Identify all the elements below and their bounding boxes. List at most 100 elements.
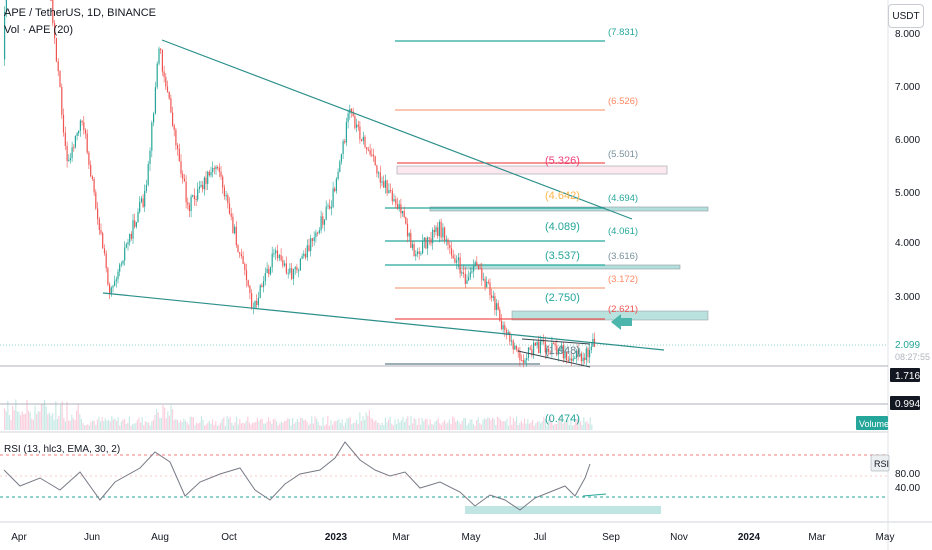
volume-bar bbox=[506, 418, 508, 430]
volume-bar bbox=[474, 425, 476, 430]
time-axis-label: Nov bbox=[670, 532, 688, 543]
candle-body bbox=[500, 320, 503, 330]
candle-body bbox=[549, 351, 551, 353]
volume-bar bbox=[402, 416, 404, 430]
candle-body bbox=[317, 232, 319, 234]
volume-bar bbox=[16, 411, 18, 430]
volume-bar bbox=[72, 418, 74, 430]
candle-body bbox=[306, 245, 308, 258]
volume-bar bbox=[122, 419, 124, 430]
volume-bar bbox=[514, 421, 516, 430]
candle-body bbox=[361, 139, 363, 141]
volume-bar bbox=[479, 423, 481, 430]
volume-bar bbox=[140, 422, 142, 430]
volume-bar bbox=[380, 425, 382, 430]
volume-bar bbox=[288, 419, 290, 430]
volume-bar bbox=[309, 423, 311, 430]
volume-bar bbox=[349, 417, 351, 430]
candle-body bbox=[582, 357, 584, 362]
candle-body bbox=[461, 272, 463, 274]
candle-body bbox=[215, 167, 217, 170]
volume-bar bbox=[546, 425, 548, 430]
candle-body bbox=[97, 208, 99, 220]
volume-bar bbox=[413, 418, 415, 430]
volume-bar bbox=[260, 419, 262, 430]
candle-body bbox=[562, 345, 564, 359]
volume-bar bbox=[159, 417, 161, 430]
candle-body bbox=[173, 125, 175, 130]
volume-bar bbox=[170, 405, 172, 430]
volume-bar bbox=[583, 417, 585, 430]
candle-body bbox=[197, 188, 199, 200]
volume-bar bbox=[543, 416, 545, 430]
rsi-badge bbox=[870, 454, 890, 472]
candle-body bbox=[449, 244, 451, 249]
volume-bar bbox=[357, 424, 359, 430]
volume-bar bbox=[108, 419, 110, 430]
volume-bar bbox=[133, 423, 135, 430]
candle-body bbox=[444, 227, 446, 241]
volume-bar bbox=[87, 424, 89, 430]
volume-bar bbox=[47, 414, 49, 430]
candle-body bbox=[504, 325, 506, 330]
candle-body bbox=[119, 264, 121, 272]
time-axis-label: 2024 bbox=[738, 532, 761, 543]
volume-bar bbox=[207, 422, 209, 430]
countdown-label: 08:27:55 bbox=[895, 352, 930, 362]
candle-body bbox=[325, 206, 327, 220]
candle-body bbox=[474, 262, 476, 266]
lower-trendline bbox=[102, 292, 665, 351]
wedge-lower-line bbox=[517, 350, 591, 368]
candle-body bbox=[242, 255, 244, 264]
candle-body bbox=[228, 203, 231, 214]
candle-body bbox=[359, 126, 361, 140]
volume-bar bbox=[100, 421, 102, 430]
volume-bar bbox=[264, 423, 266, 430]
candle-body bbox=[212, 168, 214, 173]
volume-bar bbox=[103, 421, 105, 430]
volume-bar bbox=[573, 424, 575, 430]
candle-body bbox=[69, 158, 71, 160]
volume-bar bbox=[370, 417, 372, 430]
volume-bar bbox=[524, 418, 526, 430]
volume-bar bbox=[202, 419, 204, 430]
candle-body bbox=[57, 61, 59, 72]
volume-bar bbox=[132, 424, 134, 430]
candle-body bbox=[372, 154, 375, 157]
volume-bar bbox=[512, 418, 514, 430]
candle-body bbox=[515, 345, 518, 350]
candle-body bbox=[284, 263, 286, 266]
candle-body bbox=[536, 341, 538, 346]
candle-body bbox=[322, 216, 324, 225]
volume-bar bbox=[104, 418, 106, 430]
volume-bar bbox=[580, 421, 582, 430]
candle-body bbox=[398, 204, 400, 209]
time-axis-label: Mar bbox=[392, 532, 410, 543]
volume-bar bbox=[239, 418, 241, 430]
volume-bar bbox=[135, 422, 137, 430]
volume-bar bbox=[346, 418, 348, 430]
volume-bar bbox=[300, 418, 302, 430]
candle-body bbox=[180, 161, 182, 174]
volume-bar bbox=[368, 410, 370, 430]
candle-body bbox=[249, 285, 251, 294]
candle-body bbox=[276, 250, 279, 259]
volume-bar bbox=[293, 423, 295, 430]
fib-label-left: (4.642) bbox=[545, 190, 580, 202]
candle-body bbox=[264, 273, 266, 281]
currency-button[interactable]: USDT bbox=[888, 4, 924, 28]
volume-bar bbox=[589, 417, 591, 430]
time-axis-label: Mar bbox=[808, 532, 826, 543]
candle-body bbox=[471, 271, 473, 273]
volume-bar bbox=[7, 400, 9, 430]
candle-body bbox=[117, 271, 119, 280]
volume-bar bbox=[143, 425, 145, 430]
volume-bar bbox=[26, 399, 28, 430]
volume-bar bbox=[154, 415, 156, 430]
candle-body bbox=[78, 130, 80, 134]
candle-body bbox=[134, 220, 136, 227]
candle-body bbox=[278, 255, 280, 259]
candle-body bbox=[386, 180, 388, 194]
candle-body bbox=[567, 360, 569, 362]
